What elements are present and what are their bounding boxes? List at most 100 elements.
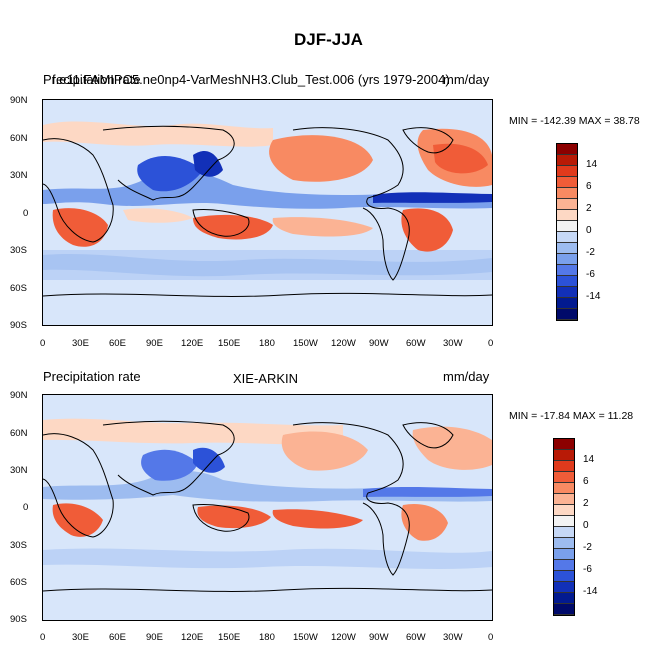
- colorbar-swatch: [557, 177, 577, 188]
- lat-tick: 60N: [10, 133, 28, 144]
- lat-tick: 90S: [10, 320, 27, 331]
- colorbar-swatch: [554, 604, 574, 615]
- cb-label: 6: [583, 476, 589, 487]
- panel2-map: [42, 394, 493, 621]
- lon-tick: 90E: [146, 338, 163, 349]
- panel1-colorbar: 14 6 2 0 -2 -6 -14: [556, 143, 600, 321]
- cb-label: 2: [586, 203, 592, 214]
- lon-tick: 60E: [109, 632, 126, 643]
- cb-label: 2: [583, 498, 589, 509]
- lon-tick: 60E: [109, 338, 126, 349]
- colorbar-swatch: [554, 527, 574, 538]
- panel2-minmax: MIN = -17.84 MAX = 11.28: [509, 410, 634, 422]
- panel1-map-field: [43, 100, 492, 325]
- cb-label: -6: [583, 564, 592, 575]
- colorbar-swatch: [554, 505, 574, 516]
- cb-label: 14: [586, 159, 598, 170]
- panel2-map-field: [43, 395, 492, 620]
- colorbar-swatch: [554, 439, 574, 450]
- colorbar-swatch: [554, 516, 574, 527]
- panel1-minmax: MIN = -142.39 MAX = 38.78: [509, 115, 640, 127]
- cb-label: -14: [583, 586, 598, 597]
- lon-tick: 0: [40, 632, 46, 643]
- lon-tick: 30E: [72, 632, 89, 643]
- lon-tick: 60W: [406, 338, 426, 349]
- panel1-map: [42, 99, 493, 326]
- lon-tick: 0: [488, 338, 494, 349]
- lon-tick: 180: [259, 338, 275, 349]
- colorbar-swatch: [554, 483, 574, 494]
- panel2-center-label: XIE-ARKIN: [233, 371, 299, 386]
- lat-tick: 60S: [10, 577, 27, 588]
- lon-tick: 150E: [218, 338, 241, 349]
- panel1-right-label: mm/day: [443, 72, 490, 87]
- lon-tick: 30W: [443, 338, 463, 349]
- colorbar-swatch: [554, 450, 574, 461]
- cb-label: -6: [586, 269, 595, 280]
- colorbar-swatch: [554, 538, 574, 549]
- lon-tick: 180: [259, 632, 275, 643]
- lon-tick: 120E: [181, 632, 204, 643]
- colorbar-swatch: [557, 199, 577, 210]
- panel1-left-label: Precipitation rate: [43, 72, 141, 87]
- lon-tick: 30E: [72, 338, 89, 349]
- lon-tick: 0: [488, 632, 494, 643]
- colorbar-swatch: [554, 593, 574, 604]
- lat-tick: 0: [23, 208, 29, 219]
- colorbar-swatch: [554, 549, 574, 560]
- colorbar-swatch: [557, 221, 577, 232]
- colorbar-swatch: [554, 582, 574, 593]
- lat-tick: 30S: [10, 245, 27, 256]
- lon-tick: 90W: [369, 632, 389, 643]
- colorbar-swatch: [554, 571, 574, 582]
- panel2-left-label: Precipitation rate: [43, 369, 141, 384]
- cb-label: -14: [586, 291, 601, 302]
- lon-tick: 90W: [369, 338, 389, 349]
- lon-tick: 150W: [293, 338, 318, 349]
- lon-tick: 60W: [406, 632, 426, 643]
- lon-tick: 30W: [443, 632, 463, 643]
- lat-tick: 30N: [10, 170, 28, 181]
- colorbar-swatch: [557, 287, 577, 298]
- colorbar-swatch: [557, 309, 577, 320]
- colorbar-swatch: [557, 276, 577, 287]
- colorbar-swatch: [557, 232, 577, 243]
- lon-tick: 120W: [331, 338, 356, 349]
- colorbar-swatch: [557, 155, 577, 166]
- colorbar-swatch: [554, 461, 574, 472]
- lon-tick: 0: [40, 338, 46, 349]
- lat-tick: 90S: [10, 614, 27, 625]
- figure-title: DJF-JJA: [294, 30, 363, 49]
- cb-label: 0: [583, 520, 589, 531]
- lon-tick: 150E: [218, 632, 241, 643]
- lat-tick: 60N: [10, 428, 28, 439]
- colorbar-swatch: [557, 243, 577, 254]
- colorbar-swatch: [557, 265, 577, 276]
- cb-label: -2: [586, 247, 595, 258]
- cb-label: 0: [586, 225, 592, 236]
- cb-label: 6: [586, 181, 592, 192]
- colorbar-swatch: [557, 254, 577, 265]
- lon-tick: 120E: [181, 338, 204, 349]
- colorbar-swatch: [557, 166, 577, 177]
- lat-tick: 30N: [10, 465, 28, 476]
- lat-tick: 0: [23, 502, 29, 513]
- cb-label: -2: [583, 542, 592, 553]
- lon-tick: 120W: [331, 632, 356, 643]
- panel2-right-label: mm/day: [443, 369, 490, 384]
- cb-label: 14: [583, 454, 595, 465]
- colorbar-swatch: [557, 188, 577, 199]
- lon-tick: 90E: [146, 632, 163, 643]
- colorbar-swatch: [554, 560, 574, 571]
- colorbar-swatch: [557, 144, 577, 155]
- colorbar-swatch: [554, 472, 574, 483]
- colorbar-swatch: [554, 494, 574, 505]
- colorbar-swatch: [557, 298, 577, 309]
- panel2-colorbar: 14 6 2 0 -2 -6 -14: [553, 438, 597, 616]
- lat-tick: 30S: [10, 540, 27, 551]
- colorbar-swatch: [557, 210, 577, 221]
- lat-tick: 90N: [10, 390, 28, 401]
- panel1-center-label: f.e11.FAMIPC5.ne0np4-VarMeshNH3.Club_Tes…: [52, 72, 450, 87]
- lat-tick: 90N: [10, 95, 28, 106]
- lat-tick: 60S: [10, 283, 27, 294]
